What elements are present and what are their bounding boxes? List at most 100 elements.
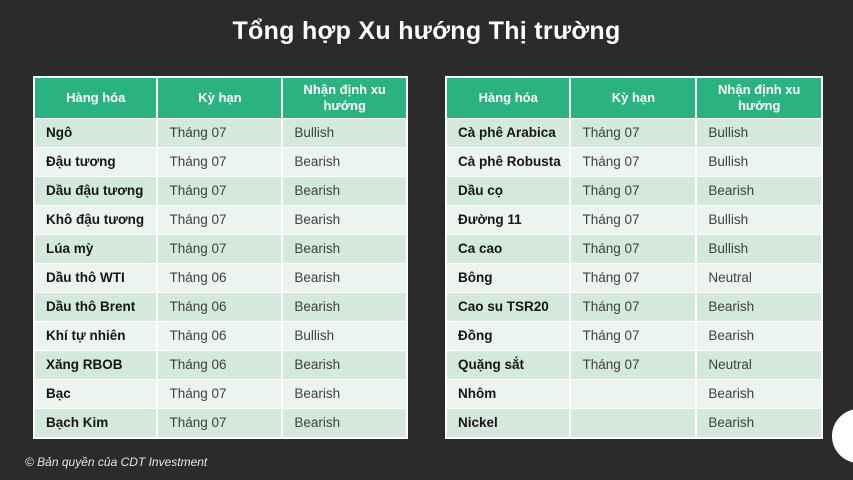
trend-cell: Neutral [695, 350, 823, 380]
commodity-cell: Nickel [444, 408, 572, 439]
table-row: Khô đậu tương Tháng 07 Bearish [32, 205, 408, 235]
trend-cell: Bullish [695, 234, 823, 264]
table-row: Nickel Bearish [444, 408, 823, 439]
term-cell: Tháng 07 [156, 118, 284, 148]
table-header-row: Hàng hóa Kỳ hạn Nhận định xu hướng [32, 76, 408, 119]
trend-cell: Bearish [281, 147, 408, 177]
term-cell [569, 408, 698, 439]
commodity-cell: Cà phê Arabica [444, 118, 572, 148]
table-row: Ca cao Tháng 07 Bullish [444, 234, 823, 264]
term-cell: Tháng 06 [156, 292, 284, 322]
term-cell [569, 379, 698, 409]
commodity-cell: Cao su TSR20 [444, 292, 572, 322]
table-row: Cao su TSR20 Tháng 07 Bearish [444, 292, 823, 322]
commodity-cell: Bạc [32, 379, 159, 409]
commodity-cell: Nhôm [444, 379, 572, 409]
commodity-cell: Đậu tương [32, 147, 159, 177]
column-header-term: Kỳ hạn [569, 76, 698, 119]
page-title: Tổng hợp Xu hướng Thị trường [232, 17, 621, 45]
term-cell: Tháng 07 [156, 379, 284, 409]
corner-circle-decoration [832, 409, 853, 463]
table-row: Cà phê Arabica Tháng 07 Bullish [444, 118, 823, 148]
term-cell: Tháng 07 [569, 292, 698, 322]
term-cell: Tháng 07 [156, 205, 284, 235]
trend-cell: Bearish [695, 321, 823, 351]
commodity-cell: Khí tự nhiên [32, 321, 159, 351]
term-cell: Tháng 07 [569, 118, 698, 148]
trend-cell: Bearish [695, 176, 823, 206]
term-cell: Tháng 07 [569, 176, 698, 206]
commodity-cell: Đường 11 [444, 205, 572, 235]
commodity-cell: Dầu thô WTI [32, 263, 159, 293]
trend-cell: Bearish [281, 379, 408, 409]
term-cell: Tháng 06 [156, 321, 284, 351]
term-cell: Tháng 07 [569, 205, 698, 235]
table-row: Dầu cọ Tháng 07 Bearish [444, 176, 823, 206]
commodity-cell: Dầu thô Brent [32, 292, 159, 322]
trend-cell: Bearish [281, 176, 408, 206]
commodity-cell: Ca cao [444, 234, 572, 264]
commodity-trend-table-right: Hàng hóa Kỳ hạn Nhận định xu hướng Cà ph… [444, 76, 823, 439]
table-header-row: Hàng hóa Kỳ hạn Nhận định xu hướng [444, 76, 823, 119]
term-cell: Tháng 07 [156, 176, 284, 206]
trend-cell: Bullish [695, 118, 823, 148]
table-row: Ngô Tháng 07 Bullish [32, 118, 408, 148]
commodity-cell: Quặng sắt [444, 350, 572, 380]
commodity-cell: Đồng [444, 321, 572, 351]
table-row: Nhôm Bearish [444, 379, 823, 409]
trend-cell: Bearish [281, 292, 408, 322]
table-row: Dầu đậu tương Tháng 07 Bearish [32, 176, 408, 206]
term-cell: Tháng 07 [569, 350, 698, 380]
trend-cell: Bullish [695, 147, 823, 177]
column-header-commodity: Hàng hóa [32, 76, 159, 119]
term-cell: Tháng 07 [569, 321, 698, 351]
trend-cell: Bullish [281, 321, 408, 351]
trend-cell: Bearish [281, 234, 408, 264]
column-header-trend: Nhận định xu hướng [281, 76, 408, 119]
trend-cell: Bearish [281, 408, 408, 439]
table-row: Bạch Kim Tháng 07 Bearish [32, 408, 408, 439]
commodity-cell: Dầu cọ [444, 176, 572, 206]
table-row: Cà phê Robusta Tháng 07 Bullish [444, 147, 823, 177]
table-row: Dầu thô WTI Tháng 06 Bearish [32, 263, 408, 293]
trend-cell: Bearish [695, 379, 823, 409]
trend-cell: Bullish [695, 205, 823, 235]
table-row: Bạc Tháng 07 Bearish [32, 379, 408, 409]
term-cell: Tháng 07 [156, 234, 284, 264]
commodity-cell: Bạch Kim [32, 408, 159, 439]
trend-cell: Bearish [281, 263, 408, 293]
term-cell: Tháng 07 [156, 408, 284, 439]
term-cell: Tháng 06 [156, 263, 284, 293]
column-header-term: Kỳ hạn [156, 76, 284, 119]
commodity-cell: Bông [444, 263, 572, 293]
commodity-trend-table-left: Hàng hóa Kỳ hạn Nhận định xu hướng Ngô Th… [32, 76, 408, 439]
trend-cell: Bullish [281, 118, 408, 148]
commodity-cell: Khô đậu tương [32, 205, 159, 235]
commodity-cell: Cà phê Robusta [444, 147, 572, 177]
table-row: Quặng sắt Tháng 07 Neutral [444, 350, 823, 380]
column-header-trend: Nhận định xu hướng [695, 76, 823, 119]
table-row: Đậu tương Tháng 07 Bearish [32, 147, 408, 177]
trend-cell: Bearish [695, 408, 823, 439]
commodity-cell: Lúa mỳ [32, 234, 159, 264]
table-row: Dầu thô Brent Tháng 06 Bearish [32, 292, 408, 322]
trend-cell: Bearish [281, 350, 408, 380]
commodity-cell: Xăng RBOB [32, 350, 159, 380]
table-body: Cà phê Arabica Tháng 07 Bullish Cà phê Robu… [444, 118, 823, 439]
term-cell: Tháng 07 [156, 147, 284, 177]
copyright-text: © Bản quyền của CDT Investment [25, 455, 208, 469]
trend-cell: Bearish [281, 205, 408, 235]
term-cell: Tháng 06 [156, 350, 284, 380]
trend-cell: Neutral [695, 263, 823, 293]
table-row: Xăng RBOB Tháng 06 Bearish [32, 350, 408, 380]
trend-cell: Bearish [695, 292, 823, 322]
commodity-cell: Dầu đậu tương [32, 176, 159, 206]
table-body: Ngô Tháng 07 Bullish Đậu tương Tháng 07 Beari… [32, 118, 408, 439]
commodity-cell: Ngô [32, 118, 159, 148]
term-cell: Tháng 07 [569, 147, 698, 177]
table-row: Đồng Tháng 07 Bearish [444, 321, 823, 351]
term-cell: Tháng 07 [569, 234, 698, 264]
table-row: Khí tự nhiên Tháng 06 Bullish [32, 321, 408, 351]
column-header-commodity: Hàng hóa [444, 76, 572, 119]
